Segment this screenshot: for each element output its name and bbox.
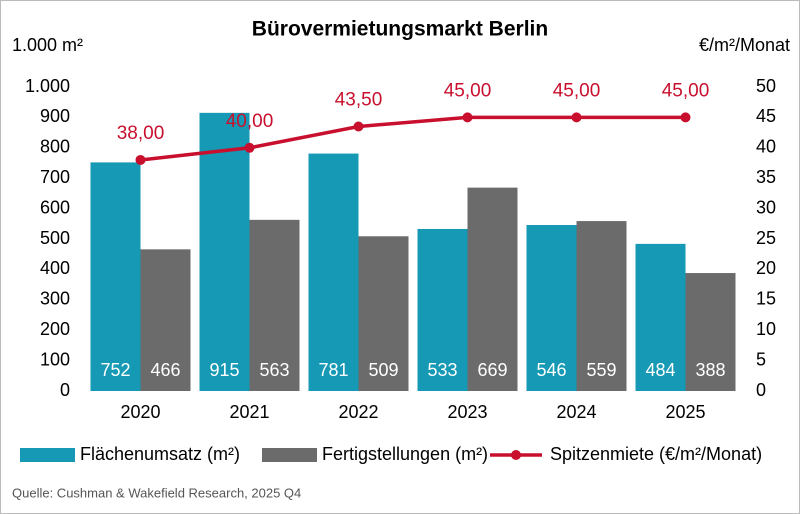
bar-value-label: 559	[586, 360, 616, 380]
bar	[308, 153, 359, 391]
y2ticks-label: 35	[756, 167, 776, 187]
y2ticks-label: 30	[756, 197, 776, 217]
y2ticks-label: 40	[756, 137, 776, 157]
bar-value-label: 915	[209, 360, 239, 380]
yticks-label: 900	[40, 106, 70, 126]
y2ticks-label: 15	[756, 289, 776, 309]
yticks-label: 700	[40, 167, 70, 187]
bar	[417, 228, 468, 391]
yticks-label: 1.000	[25, 76, 70, 96]
bar	[140, 249, 191, 391]
bar	[635, 243, 686, 391]
legend-label: Fertigstellungen (m²)	[322, 444, 488, 464]
x-tick-label: 2022	[338, 402, 378, 422]
x-tick-label: 2020	[120, 402, 160, 422]
yticks-label: 200	[40, 319, 70, 339]
y2ticks-label: 50	[756, 76, 776, 96]
y2ticks-label: 25	[756, 228, 776, 248]
x-tick-label: 2021	[229, 402, 269, 422]
line-marker	[135, 154, 146, 165]
x-tick-label: 2025	[665, 402, 705, 422]
y-axis-title: 1.000 m²	[12, 35, 83, 55]
line-value-label: 45,00	[553, 80, 601, 101]
bar-value-label: 781	[318, 360, 348, 380]
bar	[249, 219, 300, 391]
bar	[467, 187, 518, 391]
x-tick-label: 2024	[556, 402, 596, 422]
legend-swatch	[262, 448, 317, 462]
bar-value-label: 669	[477, 360, 507, 380]
bar-value-label: 563	[259, 360, 289, 380]
bar-value-label: 388	[695, 360, 725, 380]
bar	[90, 162, 141, 391]
line-value-label: 45,00	[444, 80, 492, 101]
yticks-label: 100	[40, 349, 70, 369]
bar	[199, 112, 250, 391]
line	[140, 115, 686, 162]
y2ticks-label: 20	[756, 258, 776, 278]
yticks-label: 600	[40, 197, 70, 217]
bar	[685, 273, 736, 391]
legend-swatch	[20, 448, 75, 462]
bar-value-label: 484	[645, 360, 675, 380]
y2ticks-label: 45	[756, 106, 776, 126]
line-value-label: 40,00	[226, 111, 274, 132]
y2ticks-label: 0	[756, 380, 766, 400]
bar-value-label: 752	[100, 360, 130, 380]
line-value-label: 45,00	[662, 80, 710, 101]
bar-value-label: 533	[427, 360, 457, 380]
y2ticks-label: 5	[756, 349, 766, 369]
x-tick-label: 2023	[447, 402, 487, 422]
y2ticks-label: 10	[756, 319, 776, 339]
legend-label: Spitzenmiete (€/m²/Monat)	[550, 444, 762, 464]
legend-label: Flächenumsatz (m²)	[80, 444, 240, 464]
bar-value-label: 546	[536, 360, 566, 380]
line-marker	[462, 112, 473, 123]
yticks-label: 400	[40, 258, 70, 278]
bar-value-label: 509	[368, 360, 398, 380]
bar	[358, 236, 409, 391]
line-marker	[353, 121, 364, 132]
yticks-label: 300	[40, 289, 70, 309]
bar-value-label: 466	[150, 360, 180, 380]
legend-marker	[511, 450, 521, 460]
line-value-label: 43,50	[335, 90, 383, 111]
line-value-label: 38,00	[117, 123, 165, 144]
line-marker	[244, 142, 255, 153]
bar	[576, 221, 627, 391]
yticks-label: 0	[60, 380, 70, 400]
line-marker	[680, 112, 691, 123]
bar	[526, 225, 577, 391]
y2-axis-title: €/m²/Monat	[699, 35, 790, 55]
line-marker	[571, 112, 582, 123]
source: Quelle: Cushman & Wakefield Research, 20…	[12, 485, 301, 500]
yticks-label: 500	[40, 228, 70, 248]
chart-title: Bürovermietungsmarkt Berlin	[252, 18, 548, 41]
yticks-label: 800	[40, 137, 70, 157]
